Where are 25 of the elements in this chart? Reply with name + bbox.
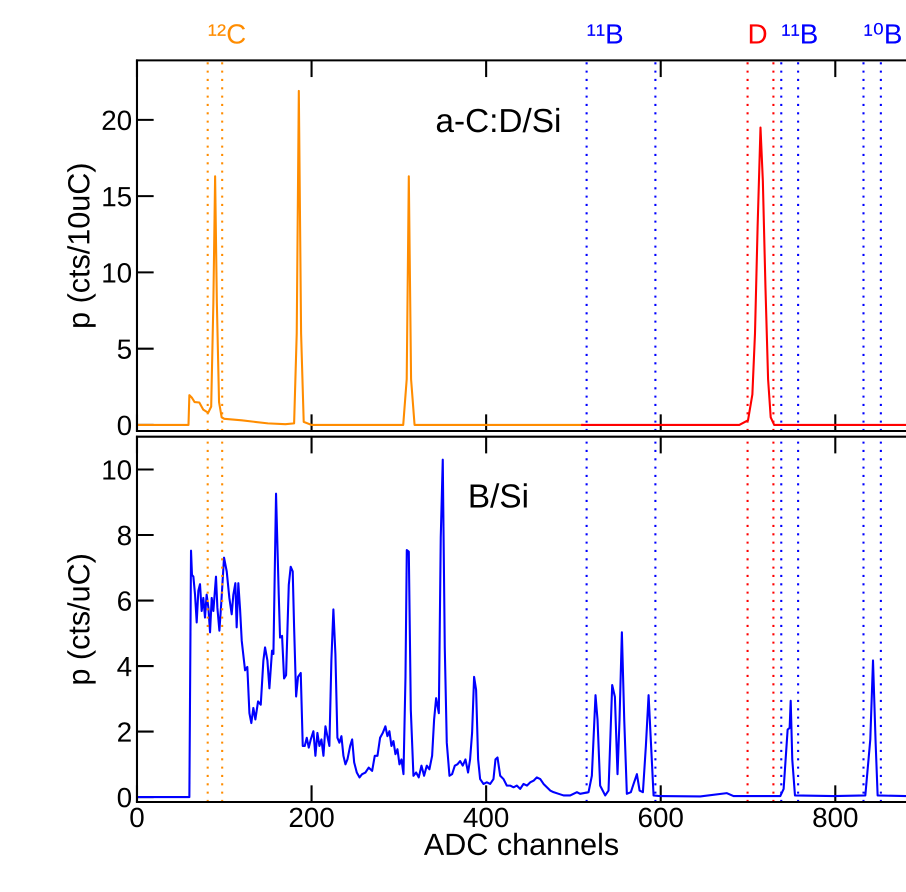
ref-line-label: ¹¹B: [782, 24, 817, 44]
y-tick-label: 2: [118, 722, 131, 742]
y-tick-label: 20: [102, 110, 132, 130]
y-tick-label: 10: [103, 460, 132, 480]
y-tick-label: 6: [118, 591, 131, 611]
y-axis-title: p (cts/10uC): [67, 164, 96, 327]
y-tick-label: 15: [103, 187, 131, 206]
y-tick-label: 8: [118, 526, 131, 546]
y-tick-label: 10: [103, 263, 132, 283]
x-axis-title: ADC channels: [424, 832, 618, 856]
x-tick-label: 800: [813, 808, 858, 828]
ref-line-label: ¹⁰B: [864, 22, 901, 44]
ref-line-label: ¹²C: [208, 24, 246, 44]
x-tick-label: 400: [464, 808, 508, 828]
x-tick-label: 200: [290, 808, 334, 828]
y-tick-label: 0: [118, 416, 132, 436]
y-tick-label: 4: [117, 657, 132, 676]
x-tick-label: 600: [638, 808, 683, 828]
y-axis-title: p (cts/uC): [67, 555, 96, 684]
ref-line-label: D: [750, 24, 766, 44]
annotation: a-C:D/Si: [436, 108, 560, 132]
y-tick-label: 0: [118, 788, 132, 808]
annotation: B/Si: [470, 483, 527, 508]
ref-line-label: ¹¹B: [588, 24, 622, 44]
y-tick-label: 5: [118, 340, 131, 359]
